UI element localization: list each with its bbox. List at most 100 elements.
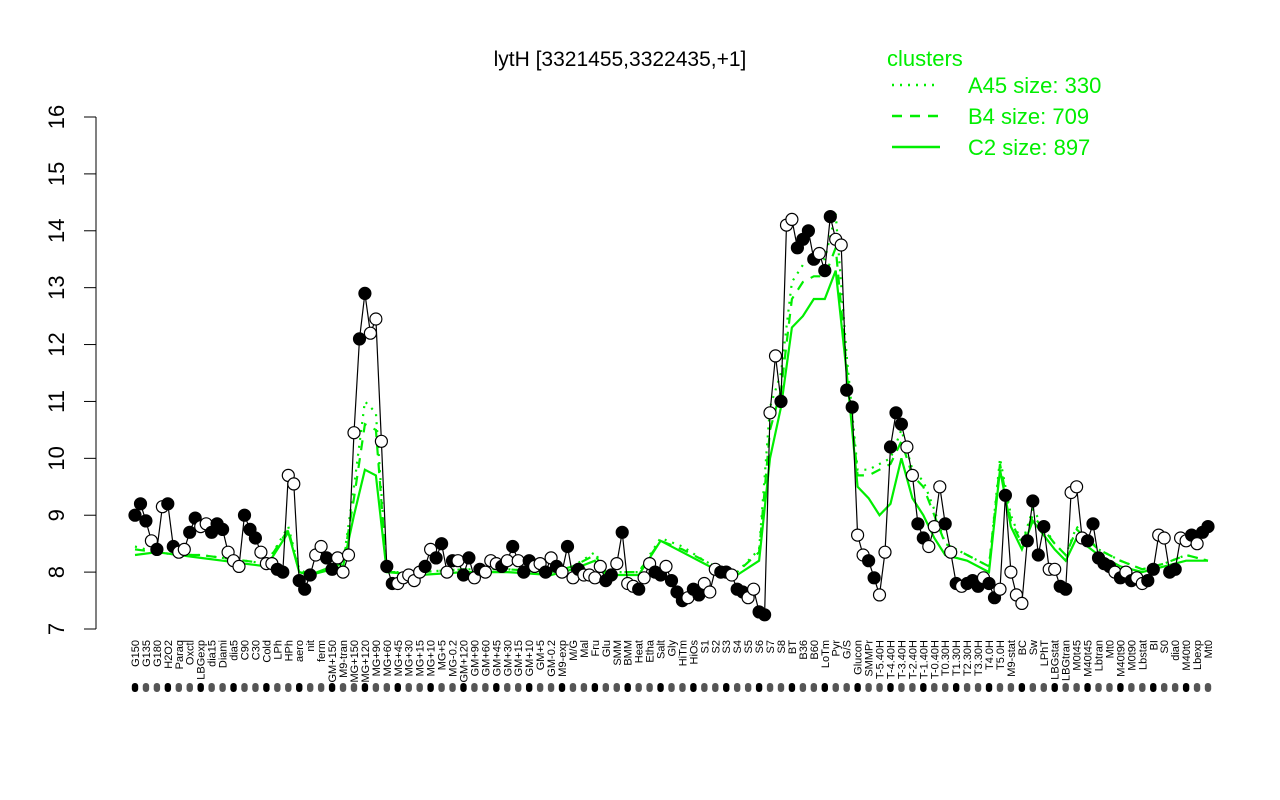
data-point <box>746 582 761 596</box>
category-rug-mark <box>482 683 489 692</box>
x-tick-label: Mt0 <box>1203 640 1215 658</box>
data-point <box>774 394 788 408</box>
data-point <box>867 571 881 585</box>
data-point <box>615 525 629 539</box>
y-tick-label: 12 <box>44 332 69 356</box>
data-point <box>320 551 334 565</box>
data-point <box>128 508 142 522</box>
x-tick-label: T3.30H <box>973 640 985 676</box>
category-rug-mark <box>1051 683 1058 692</box>
x-tick-label: Oxctl <box>185 640 197 665</box>
x-tick-label: Gly <box>667 640 679 657</box>
category-rug-mark <box>1193 683 1201 692</box>
x-tick-label: GM+120 <box>458 640 470 683</box>
x-tick-label: MG+5 <box>437 640 449 670</box>
category-rug-mark <box>723 683 730 692</box>
data-point <box>1031 548 1045 562</box>
x-tick-label: S5 <box>743 640 755 653</box>
data-point <box>248 531 262 545</box>
category-rug-mark <box>1150 683 1157 692</box>
category-rug-mark <box>558 683 566 692</box>
x-tick-label: S0 <box>1159 640 1171 653</box>
data-point <box>768 349 783 363</box>
legend-label: A45 size: 330 <box>968 73 1101 98</box>
data-point <box>331 551 345 565</box>
data-point <box>593 559 607 574</box>
data-point <box>232 559 246 574</box>
data-point <box>276 565 290 579</box>
data-point <box>1020 534 1034 548</box>
data-point <box>511 554 525 568</box>
category-rug-mark <box>1161 683 1168 692</box>
category-rug-mark <box>306 683 314 692</box>
category-rug-mark <box>613 683 620 692</box>
category-rug-mark <box>810 683 818 692</box>
data-point <box>757 608 772 622</box>
x-tick-label: MG+90 <box>371 640 383 676</box>
data-point <box>555 565 569 579</box>
data-point <box>763 406 777 420</box>
data-point <box>1048 562 1062 576</box>
x-tick-label: GM+90 <box>469 640 481 676</box>
data-point <box>801 224 816 238</box>
data-point <box>905 468 920 482</box>
data-point <box>287 477 301 491</box>
category-rug-mark <box>799 683 807 692</box>
x-tick-label: MG+120 <box>360 640 372 683</box>
x-tick-label: dia15 <box>207 640 219 667</box>
category-rug-mark <box>427 683 434 692</box>
x-tick-label: MG+45 <box>393 640 405 676</box>
x-tick-label: S4 <box>732 640 744 653</box>
category-rug-mark <box>898 683 905 692</box>
x-tick-label: nit <box>305 640 317 652</box>
data-point <box>183 525 197 539</box>
category-rug-mark <box>755 683 763 692</box>
x-tick-label: aero <box>294 640 306 662</box>
x-tick-label: GM+15 <box>513 640 525 676</box>
category-rug-mark <box>985 683 993 692</box>
data-point <box>604 568 618 582</box>
category-rug-mark <box>1095 683 1102 692</box>
x-tick-label: Mt0 <box>1104 640 1116 658</box>
category-rug-mark <box>197 683 204 692</box>
data-point <box>303 568 317 582</box>
category-rug-mark <box>186 683 193 692</box>
data-point <box>883 440 898 454</box>
y-tick-label: 10 <box>44 446 69 470</box>
data-point <box>588 571 602 585</box>
data-point <box>1141 573 1155 588</box>
data-point <box>363 326 377 340</box>
category-rug-mark <box>744 683 752 692</box>
x-tick-label: BMM <box>623 640 635 666</box>
x-tick-label: dia0 <box>1170 640 1182 661</box>
x-tick-label: Diami <box>218 640 230 668</box>
x-tick-label: LBGstat <box>1050 640 1062 680</box>
data-point <box>380 559 394 574</box>
data-point <box>850 528 865 542</box>
data-point <box>352 332 367 346</box>
data-point <box>374 434 388 448</box>
x-axis: G150G135G180H2O2ParaqOxctlLBGexpdia15Dia… <box>130 639 1215 692</box>
category-rug-mark <box>635 683 642 692</box>
x-tick-label: GM+60 <box>480 640 492 676</box>
category-rug-mark <box>1128 683 1135 692</box>
data-point <box>1015 596 1029 611</box>
category-rug-mark <box>602 683 610 692</box>
category-rug-mark <box>1171 683 1179 692</box>
category-rug-mark <box>1018 683 1026 692</box>
category-rug-mark <box>142 683 150 692</box>
data-point <box>462 551 476 565</box>
category-rug-mark <box>931 683 938 692</box>
data-point <box>325 562 339 576</box>
x-tick-label: C30 <box>250 640 262 660</box>
category-rug-mark <box>449 683 456 692</box>
x-tick-label: Paraq <box>174 640 186 669</box>
category-rug-mark <box>383 683 391 692</box>
category-rug-mark <box>1182 683 1190 692</box>
category-rug-mark <box>1029 683 1037 692</box>
category-rug-mark <box>580 683 588 692</box>
data-point <box>254 545 268 559</box>
category-rug-mark <box>515 683 522 692</box>
category-rug-mark <box>657 683 664 692</box>
x-tick-label: Heat <box>634 640 646 663</box>
